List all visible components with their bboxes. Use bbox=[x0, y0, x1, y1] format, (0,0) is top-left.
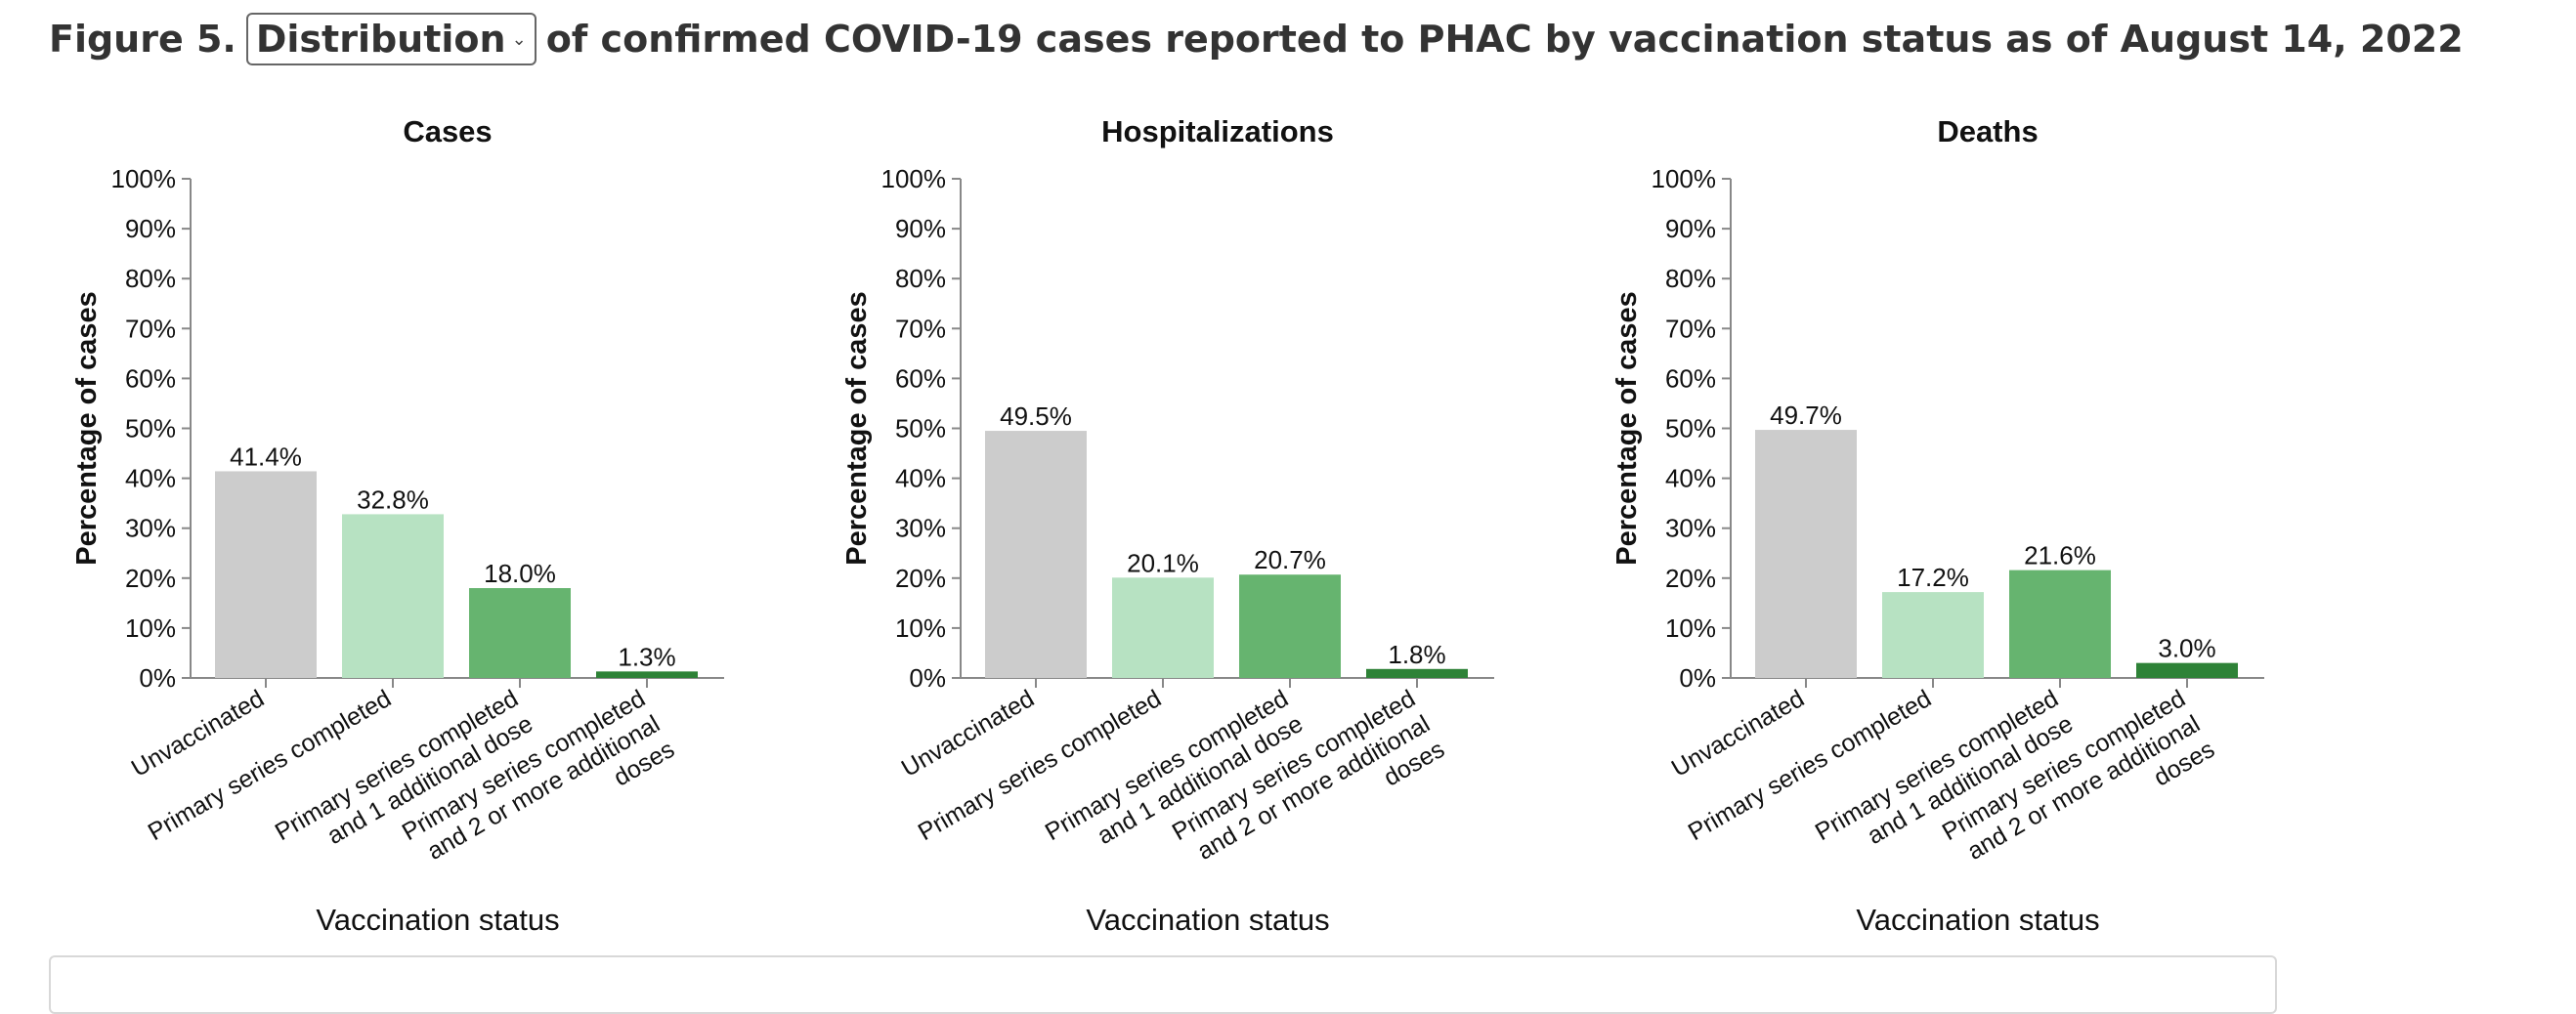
data-label: 18.0% bbox=[484, 559, 556, 588]
chart-title: Hospitalizations bbox=[1101, 114, 1334, 148]
data-label: 49.7% bbox=[1770, 401, 1842, 430]
bar bbox=[1366, 668, 1468, 678]
y-tick-label: 90% bbox=[895, 214, 946, 243]
y-tick-label: 20% bbox=[895, 564, 946, 593]
y-tick-label: 30% bbox=[895, 514, 946, 543]
y-tick-label: 10% bbox=[895, 613, 946, 643]
x-axis-label: Vaccination status bbox=[1086, 903, 1329, 937]
bar bbox=[1882, 592, 1984, 678]
data-label: 21.6% bbox=[2024, 541, 2096, 570]
bar bbox=[596, 671, 698, 678]
y-tick-label: 40% bbox=[125, 464, 176, 493]
y-tick-label: 90% bbox=[1665, 214, 1716, 243]
data-label: 49.5% bbox=[1000, 401, 1072, 431]
bar bbox=[1112, 577, 1214, 678]
chart-title: Deaths bbox=[1937, 114, 2038, 148]
details-panel bbox=[49, 955, 2277, 1014]
y-tick-label: 60% bbox=[895, 363, 946, 393]
y-tick-label: 20% bbox=[1665, 564, 1716, 593]
x-axis-label: Vaccination status bbox=[1856, 903, 2099, 937]
y-tick-label: 40% bbox=[1665, 464, 1716, 493]
bar bbox=[1755, 430, 1857, 678]
bar bbox=[342, 514, 444, 678]
x-tick-label: Primary series completedand 2 or more ad… bbox=[1168, 685, 1449, 897]
chart-title: Cases bbox=[403, 114, 492, 148]
bar bbox=[469, 588, 571, 678]
bar bbox=[2136, 662, 2238, 678]
y-tick-label: 30% bbox=[125, 514, 176, 543]
figure-title: Figure 5. Distribution ⌄ of confirmed CO… bbox=[49, 10, 2464, 68]
y-tick-label: 100% bbox=[111, 164, 177, 193]
chart-panel-cases: Cases 0% 10% 20% 30% 40% 50% 60% 70% 80% 90% 100% Pe… bbox=[71, 114, 724, 937]
y-tick-label: 20% bbox=[125, 564, 176, 593]
x-tick-label: Primary series completedand 2 or more ad… bbox=[398, 685, 679, 897]
y-tick-label: 70% bbox=[895, 314, 946, 343]
y-tick-label: 50% bbox=[125, 414, 176, 444]
data-label: 1.8% bbox=[1388, 640, 1445, 669]
y-tick-label: 100% bbox=[1652, 164, 1717, 193]
bar bbox=[215, 471, 317, 678]
data-label: 32.8% bbox=[357, 485, 429, 514]
y-tick-label: 0% bbox=[909, 663, 946, 693]
figure-title-suffix: of confirmed COVID-19 cases reported to … bbox=[545, 18, 2464, 61]
y-tick-label: 60% bbox=[125, 363, 176, 393]
data-label: 1.3% bbox=[618, 642, 675, 671]
chart-panel-deaths: Deaths 0% 10% 20% 30% 40% 50% 60% 70% 80% 90% 100% P… bbox=[1611, 114, 2264, 937]
chevron-down-icon: ⌄ bbox=[511, 28, 527, 50]
y-axis-label: Percentage of cases bbox=[1611, 291, 1643, 565]
data-label: 41.4% bbox=[230, 442, 302, 471]
y-tick-label: 0% bbox=[1679, 663, 1716, 693]
y-axis-label: Percentage of cases bbox=[71, 291, 103, 565]
y-tick-label: 10% bbox=[1665, 613, 1716, 643]
chart-panel-hospitalizations: Hospitalizations 0% 10% 20% 30% 40% 50% 60% 70% 8… bbox=[841, 114, 1494, 937]
data-label: 17.2% bbox=[1897, 563, 1969, 592]
y-tick-label: 80% bbox=[125, 264, 176, 293]
y-tick-label: 80% bbox=[1665, 264, 1716, 293]
distribution-dropdown[interactable]: Distribution ⌄ bbox=[245, 13, 537, 65]
charts-canvas: Cases 0% 10% 20% 30% 40% 50% 60% 70% 80% 90% 100% Pe… bbox=[71, 114, 2264, 937]
data-label: 20.7% bbox=[1254, 545, 1326, 574]
bar bbox=[2009, 570, 2111, 678]
y-tick-label: 60% bbox=[1665, 363, 1716, 393]
bar bbox=[985, 431, 1087, 678]
y-tick-label: 50% bbox=[895, 414, 946, 444]
y-axis-label: Percentage of cases bbox=[841, 291, 873, 565]
y-tick-label: 30% bbox=[1665, 514, 1716, 543]
y-tick-label: 40% bbox=[895, 464, 946, 493]
dropdown-selected-value: Distribution bbox=[255, 18, 506, 61]
x-tick-label: Primary series completedand 2 or more ad… bbox=[1938, 685, 2219, 897]
y-tick-label: 100% bbox=[881, 164, 947, 193]
y-tick-label: 70% bbox=[1665, 314, 1716, 343]
y-tick-label: 90% bbox=[125, 214, 176, 243]
bar bbox=[1239, 574, 1341, 678]
data-label: 20.1% bbox=[1127, 548, 1199, 577]
y-tick-label: 10% bbox=[125, 613, 176, 643]
y-tick-label: 80% bbox=[895, 264, 946, 293]
y-tick-label: 70% bbox=[125, 314, 176, 343]
y-tick-label: 0% bbox=[139, 663, 176, 693]
x-axis-label: Vaccination status bbox=[316, 903, 559, 937]
y-tick-label: 50% bbox=[1665, 414, 1716, 444]
figure-title-prefix: Figure 5. bbox=[49, 18, 236, 61]
data-label: 3.0% bbox=[2158, 634, 2215, 663]
